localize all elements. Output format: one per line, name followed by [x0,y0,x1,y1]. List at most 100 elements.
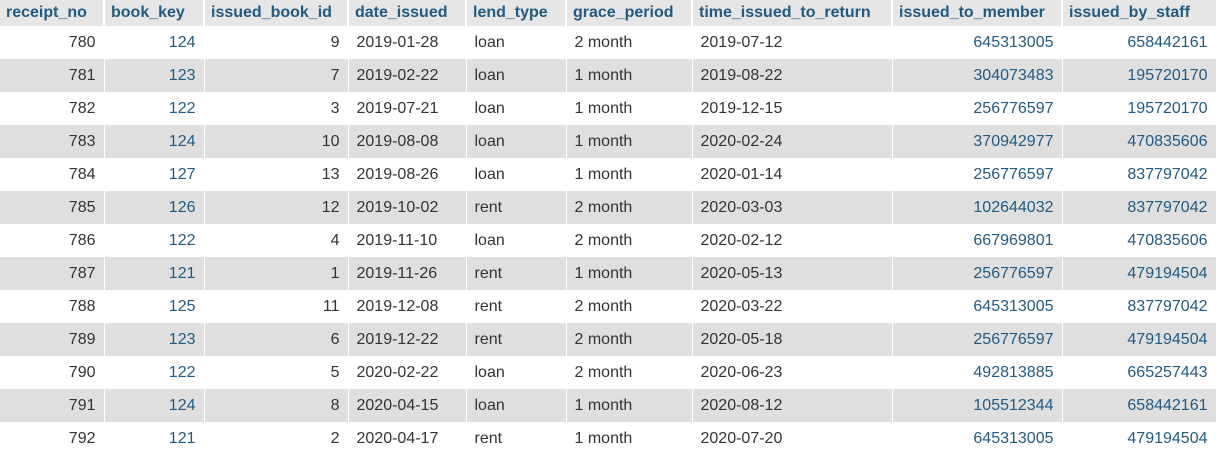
cell-grace-period: 2 month [574,297,633,315]
cell-date-issued: 2019-12-22 [356,330,439,348]
cell-lend-type: loan [474,66,505,84]
cell-book-key[interactable]: 122 [168,363,196,381]
cell-book-key[interactable]: 122 [168,99,196,117]
cell-lend-type: loan [474,99,505,117]
cell-time-issued-to-return: 2020-03-03 [700,198,783,216]
table-row: 783 124 10 2019-08-08 loan 1 month 2020-02-24 3… [0,125,1216,158]
cell-issued-to-member[interactable]: 304073483 [973,66,1054,84]
column-header-lend-type[interactable]: lend_type [466,0,567,26]
cell-lend-type: loan [474,231,505,249]
column-header-issued-book-id[interactable]: issued_book_id [204,0,349,26]
cell-issued-book-id: 9 [330,33,340,51]
cell-book-key[interactable]: 125 [168,297,196,315]
cell-book-key[interactable]: 126 [168,198,196,216]
cell-grace-period: 2 month [574,231,633,249]
column-header-book-key[interactable]: book_key [104,0,205,26]
cell-date-issued: 2019-02-22 [356,66,439,84]
table-row: 787 121 1 2019-11-26 rent 1 month 2020-05-13 25… [0,257,1216,290]
cell-grace-period: 1 month [574,132,633,150]
header-row: receipt_no book_key issued_book_id date_… [0,0,1216,26]
table-row: 789 123 6 2019-12-22 rent 2 month 2020-05-18 25… [0,323,1216,356]
column-header-receipt-no[interactable]: receipt_no [0,0,105,26]
column-header-time-issued-to-return[interactable]: time_issued_to_return [692,0,893,26]
cell-issued-to-member[interactable]: 645313005 [973,429,1054,447]
cell-book-key[interactable]: 124 [168,33,196,51]
cell-date-issued: 2019-11-26 [356,264,438,282]
cell-issued-to-member[interactable]: 370942977 [973,132,1054,150]
cell-book-key[interactable]: 124 [168,396,196,414]
cell-issued-by-staff[interactable]: 837797042 [1127,198,1208,216]
cell-issued-book-id: 5 [330,363,340,381]
cell-date-issued: 2019-08-08 [356,132,439,150]
cell-date-issued: 2020-02-22 [356,363,439,381]
cell-time-issued-to-return: 2020-03-22 [700,297,783,315]
cell-book-key[interactable]: 122 [168,231,196,249]
cell-issued-book-id: 10 [321,132,340,150]
cell-date-issued: 2019-07-21 [356,99,439,117]
column-header-grace-period[interactable]: grace_period [566,0,693,26]
cell-receipt-no: 783 [68,132,96,150]
cell-issued-by-staff[interactable]: 470835606 [1127,231,1208,249]
cell-issued-by-staff[interactable]: 195720170 [1127,99,1208,117]
cell-grace-period: 1 month [574,396,633,414]
cell-book-key[interactable]: 121 [168,264,196,282]
table-row: 781 123 7 2019-02-22 loan 1 month 2019-08-22 30… [0,59,1216,92]
cell-issued-to-member[interactable]: 256776597 [973,99,1054,117]
cell-lend-type: rent [474,297,503,315]
cell-date-issued: 2020-04-15 [356,396,439,414]
cell-receipt-no: 781 [68,66,96,84]
cell-receipt-no: 786 [68,231,96,249]
cell-issued-by-staff[interactable]: 195720170 [1127,66,1208,84]
cell-issued-by-staff[interactable]: 479194504 [1127,429,1208,447]
cell-lend-type: loan [474,33,505,51]
cell-book-key[interactable]: 127 [168,165,196,183]
cell-issued-to-member[interactable]: 256776597 [973,330,1054,348]
cell-time-issued-to-return: 2020-02-12 [700,231,783,249]
cell-issued-to-member[interactable]: 105512344 [973,396,1054,414]
cell-date-issued: 2019-10-02 [356,198,439,216]
cell-issued-book-id: 11 [322,297,340,315]
cell-issued-by-staff[interactable]: 479194504 [1127,330,1208,348]
cell-receipt-no: 787 [68,264,96,282]
table-row: 786 122 4 2019-11-10 loan 2 month 2020-02-12 66… [0,224,1216,257]
cell-book-key[interactable]: 121 [168,429,196,447]
cell-issued-to-member[interactable]: 645313005 [973,33,1054,51]
cell-receipt-no: 791 [68,396,96,414]
cell-issued-to-member[interactable]: 256776597 [973,165,1054,183]
cell-issued-by-staff[interactable]: 658442161 [1127,396,1208,414]
cell-date-issued: 2019-08-26 [356,165,439,183]
cell-date-issued: 2019-12-08 [356,297,439,315]
cell-issued-by-staff[interactable]: 470835606 [1127,132,1208,150]
cell-issued-to-member[interactable]: 492813885 [973,363,1054,381]
cell-lend-type: rent [474,198,503,216]
cell-issued-to-member[interactable]: 667969801 [973,231,1054,249]
column-header-issued-by-staff[interactable]: issued_by_staff [1062,0,1216,26]
cell-issued-to-member[interactable]: 645313005 [973,297,1054,315]
table-body: 780 124 9 2019-01-28 loan 2 month 2019-07-12 64… [0,26,1216,455]
cell-issued-book-id: 7 [330,66,340,84]
table-row: 782 122 3 2019-07-21 loan 1 month 2019-12-15 25… [0,92,1216,125]
cell-lend-type: rent [474,264,503,282]
cell-book-key[interactable]: 124 [168,132,196,150]
cell-issued-book-id: 8 [330,396,340,414]
cell-issued-by-staff[interactable]: 837797042 [1127,165,1208,183]
column-header-date-issued[interactable]: date_issued [348,0,467,26]
cell-issued-book-id: 6 [330,330,340,348]
cell-receipt-no: 782 [68,99,96,117]
cell-receipt-no: 792 [68,429,96,447]
cell-issued-to-member[interactable]: 256776597 [973,264,1054,282]
cell-book-key[interactable]: 123 [168,66,196,84]
table-row: 790 122 5 2020-02-22 loan 2 month 2020-06-23 49… [0,356,1216,389]
cell-issued-book-id: 12 [321,198,340,216]
cell-book-key[interactable]: 123 [168,330,196,348]
cell-grace-period: 1 month [574,66,633,84]
cell-issued-to-member[interactable]: 102644032 [973,198,1054,216]
table-row: 788 125 11 2019-12-08 rent 2 month 2020-03-22 6… [0,290,1216,323]
cell-issued-by-staff[interactable]: 837797042 [1127,297,1208,315]
cell-issued-by-staff[interactable]: 665257443 [1127,363,1208,381]
column-header-issued-to-member[interactable]: issued_to_member [892,0,1063,26]
cell-time-issued-to-return: 2020-01-14 [700,165,783,183]
cell-issued-by-staff[interactable]: 658442161 [1127,33,1208,51]
cell-issued-by-staff[interactable]: 479194504 [1127,264,1208,282]
table-row: 785 126 12 2019-10-02 rent 2 month 2020-03-03 1… [0,191,1216,224]
